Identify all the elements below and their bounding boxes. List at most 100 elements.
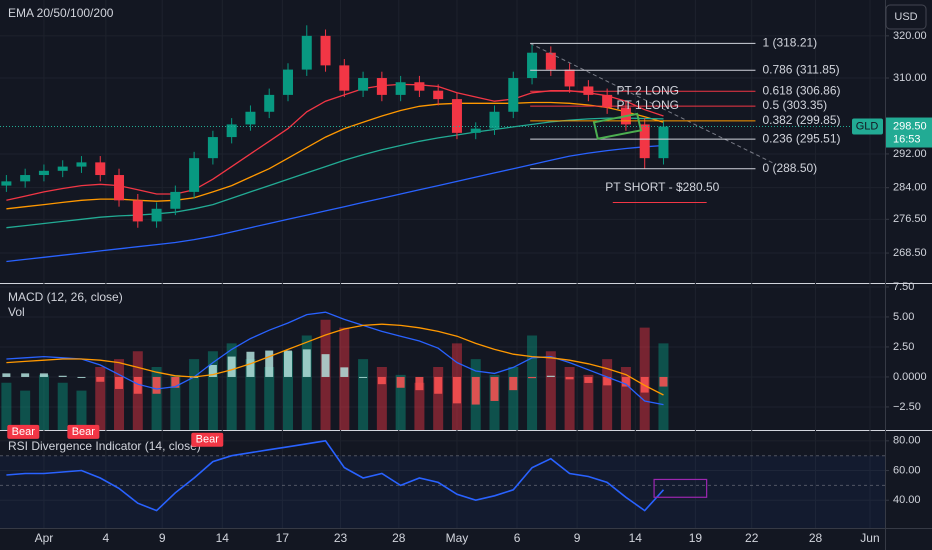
symbol-tag [852,118,883,135]
volume-bar [282,351,293,430]
candle-body [114,175,125,201]
main-title: EMA 20/50/100/200 [8,6,114,20]
histogram-bar [321,354,330,377]
candle-body [151,208,162,222]
candle-body [20,175,31,182]
fib-label: 0.382 (299.85) [762,113,840,127]
histogram-bar [58,375,67,377]
signal-tag [67,424,100,439]
histogram-bar [471,376,480,405]
candle-body [508,78,519,112]
y-tick-label: −2.50 [893,401,921,413]
currency-button[interactable] [885,4,927,30]
candle-body [1,181,12,186]
candle-body [658,126,669,159]
volume-bar [264,367,275,430]
candle-body [189,158,200,192]
signal-line [6,323,664,396]
histogram-bar [21,373,30,377]
y-tick-label: 60.00 [893,464,921,476]
x-tick-label: 9 [574,531,581,545]
candle-body [95,162,106,176]
histogram-bar [302,349,311,377]
y-tick-label: 284.00 [893,182,927,194]
histogram-bar [377,376,386,385]
fib-label: 0.5 (303.35) [762,98,827,112]
candle-body [170,191,181,209]
candle-body [245,111,256,125]
candle-body [545,52,556,70]
candle-body [339,65,350,91]
histogram-bar [434,376,443,394]
ema-line [6,117,664,229]
histogram-bar [621,376,630,387]
y-tick-label: 5.00 [893,311,914,323]
x-tick-label: 4 [103,531,110,545]
candle-body [264,94,275,112]
histogram-bar [396,376,405,388]
volume-bar [189,359,200,430]
histogram-bar [359,376,368,378]
histogram-bar [584,376,593,383]
y-tick-label: 310.00 [893,72,927,84]
volume-bar [358,359,369,430]
histogram-bar [265,350,274,377]
histogram-bar [133,376,142,394]
volume-bar [76,390,87,430]
histogram-bar [171,376,180,388]
histogram-bar [283,350,292,377]
volume-bar [151,367,162,430]
candle-body [358,78,369,91]
trendline [529,42,777,165]
histogram-bar [490,376,499,401]
annotation: PT 1 LONG [617,98,679,112]
volume-bar [20,390,31,430]
histogram-bar [659,376,668,387]
histogram-bar [77,376,86,378]
volume-bar [583,374,594,430]
candle-body [57,166,68,171]
y-tick-label: 7.50 [893,281,914,293]
signal-tag [191,432,224,447]
histogram-bar [2,373,11,377]
signal-tag [7,424,40,439]
highlight-box [592,112,643,140]
x-tick-label: 23 [334,531,348,545]
volume-bar [95,367,106,430]
y-tick-label: 276.50 [893,213,927,225]
y-tick-label: 292.00 [893,148,927,160]
candle-body [320,35,331,66]
histogram-bar [152,376,161,394]
signal-tag-label: Bear [12,426,36,438]
histogram-bar [565,376,574,380]
signal-tag-label: Bear [72,426,96,438]
histogram-bar [96,376,105,382]
x-tick-label: 17 [276,531,290,545]
x-tick-label: 22 [745,531,759,545]
volume-bar [508,367,519,430]
fib-label: 1 (318.21) [762,36,817,50]
volume-bar [620,367,631,430]
currency-label[interactable]: USD [894,11,917,23]
candle-body [282,69,293,95]
annotation: PT 2 LONG [617,83,679,97]
histogram-bar [39,373,48,377]
marks [0,25,885,512]
histogram-bar [509,376,518,391]
histogram-bar [528,376,537,379]
y-tick-label: 2.50 [893,341,914,353]
volume-bar [57,382,68,430]
candle-body [489,111,500,129]
x-tick-label: 19 [689,531,703,545]
labels: EMA 20/50/100/200 MACD (12, 26, close) V… [7,4,932,545]
y-tick-label: 0.0000 [893,371,927,383]
x-tick-label: 6 [514,531,521,545]
x-tick-label: Apr [35,531,54,545]
vol-title: Vol [8,305,25,319]
x-tick-label: 9 [159,531,166,545]
volume-bar [433,367,444,430]
volume-bar [527,335,538,430]
candle-body [639,124,650,159]
